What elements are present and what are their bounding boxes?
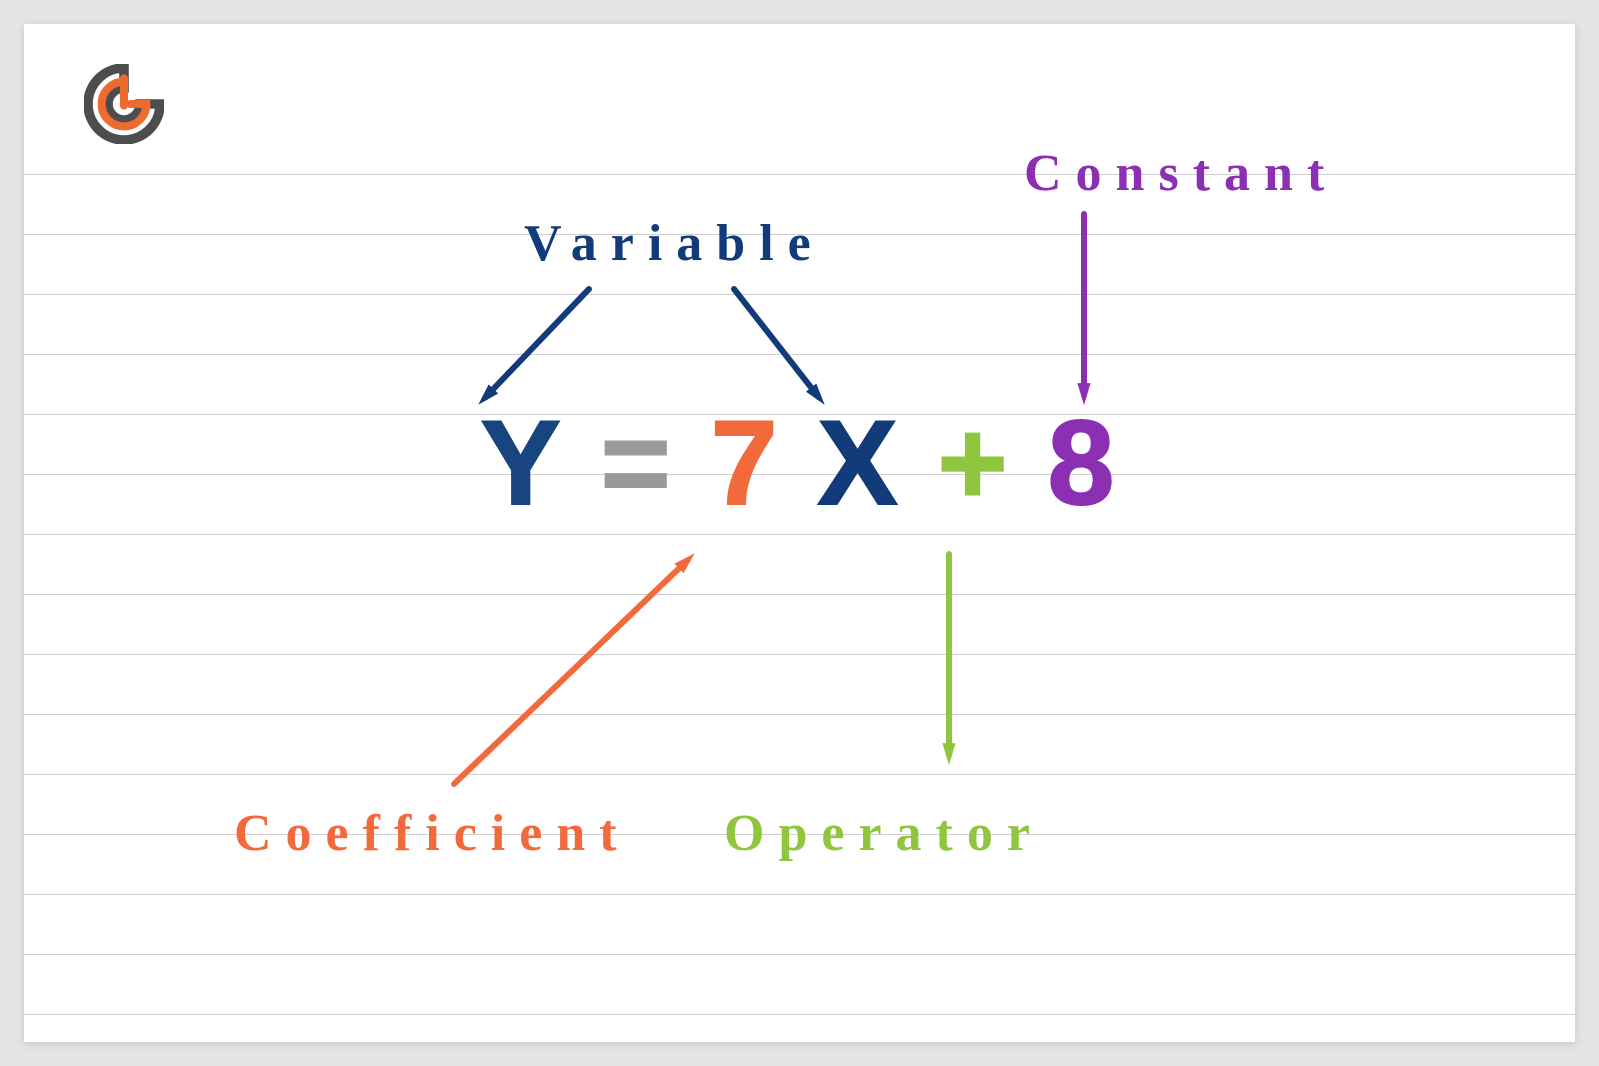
term-Y: Y [465,394,581,532]
brand-logo-icon [84,64,164,144]
arrow-variable-to-Y [485,289,589,398]
notebook-card: Y = 7 X + 8 Variable Constant Coefficien… [24,24,1575,1042]
term-equals: = [585,394,691,532]
label-operator: Operator [724,804,1044,863]
ruled-lines [24,24,1575,1042]
term-X: X [802,394,918,532]
arrow-variable-to-X [734,289,819,397]
equation: Y = 7 X + 8 [24,394,1575,532]
label-variable: Variable [524,214,825,273]
label-constant: Constant [1024,144,1338,203]
arrows-layer [24,24,1575,1042]
term-plus: + [922,394,1028,532]
term-7: 7 [695,394,798,532]
label-coefficient: Coefficient [234,804,631,863]
arrow-coefficient-to-7 [454,560,688,784]
term-8: 8 [1032,394,1135,532]
